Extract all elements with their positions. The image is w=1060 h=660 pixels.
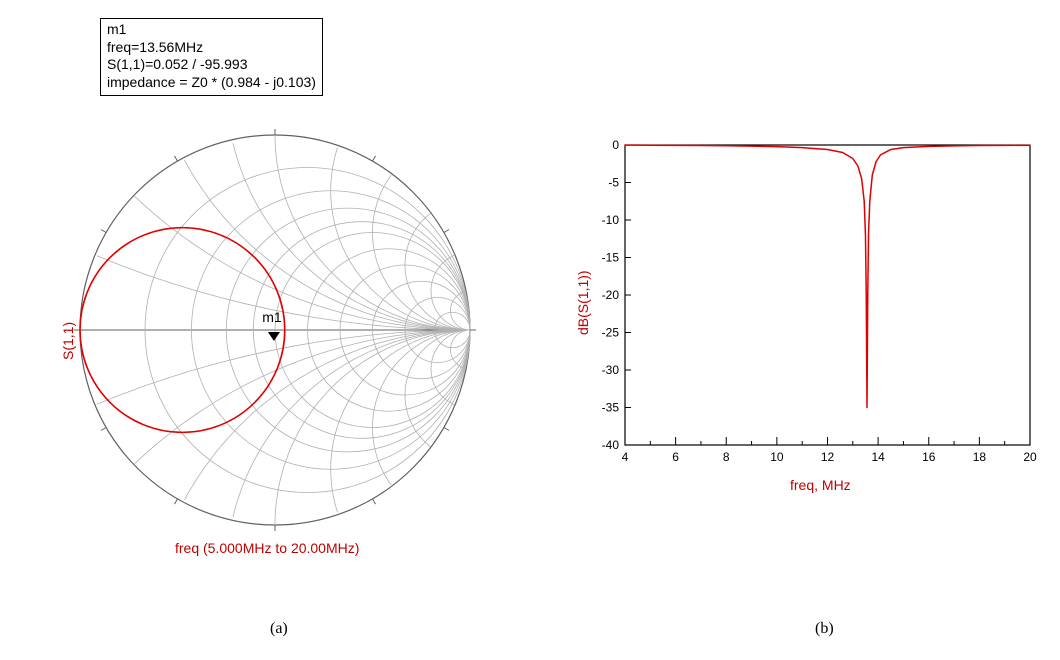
caption-right: (b): [815, 620, 834, 638]
xy-plot-frame: [625, 145, 1030, 445]
xy-ytick-label: -10: [602, 213, 620, 227]
marker-s11: S(1,1)=0.052 / -95.993: [107, 56, 316, 74]
marker-info-box: m1 freq=13.56MHz S(1,1)=0.052 / -95.993 …: [100, 18, 323, 96]
marker-impedance: impedance = Z0 * (0.984 - j0.103): [107, 74, 316, 92]
xy-ytick-label: -30: [602, 363, 620, 377]
xy-x-label: freq, MHz: [790, 477, 851, 493]
xy-trace: [625, 145, 1030, 407]
xy-ytick-label: -5: [608, 176, 619, 190]
marker-name: m1: [107, 21, 316, 39]
xy-xtick-label: 10: [770, 450, 784, 464]
xy-ytick-label: -40: [602, 438, 620, 452]
xy-xtick-label: 6: [672, 450, 679, 464]
xy-xtick-label: 14: [871, 450, 885, 464]
figure-root: m1 freq=13.56MHz S(1,1)=0.052 / -95.993 …: [0, 0, 1060, 660]
xy-xtick-label: 8: [723, 450, 730, 464]
caption-left: (a): [270, 620, 288, 638]
xy-chart: -40 -35 -30 -25 -20 -15 -10 -5 0 4 6 8 10 12 14 16 18 20: [570, 120, 1050, 500]
xy-xtick-label: 4: [622, 450, 629, 464]
xy-xtick-label: 20: [1023, 450, 1037, 464]
marker-freq: freq=13.56MHz: [107, 39, 316, 57]
smith-marker-label: m1: [262, 309, 282, 325]
smith-marker-triangle-icon: [268, 332, 280, 341]
xy-ytick-label: -35: [602, 401, 620, 415]
xy-xtick-label: 16: [922, 450, 936, 464]
xy-ytick-label: -25: [602, 326, 620, 340]
smith-chart: m1: [45, 100, 505, 560]
xy-ytick-label: -20: [602, 288, 620, 302]
xy-ytick-label: 0: [612, 138, 619, 152]
xy-xtick-label: 12: [821, 450, 835, 464]
xy-xtick-label: 18: [973, 450, 987, 464]
xy-ytick-label: -15: [602, 251, 620, 265]
